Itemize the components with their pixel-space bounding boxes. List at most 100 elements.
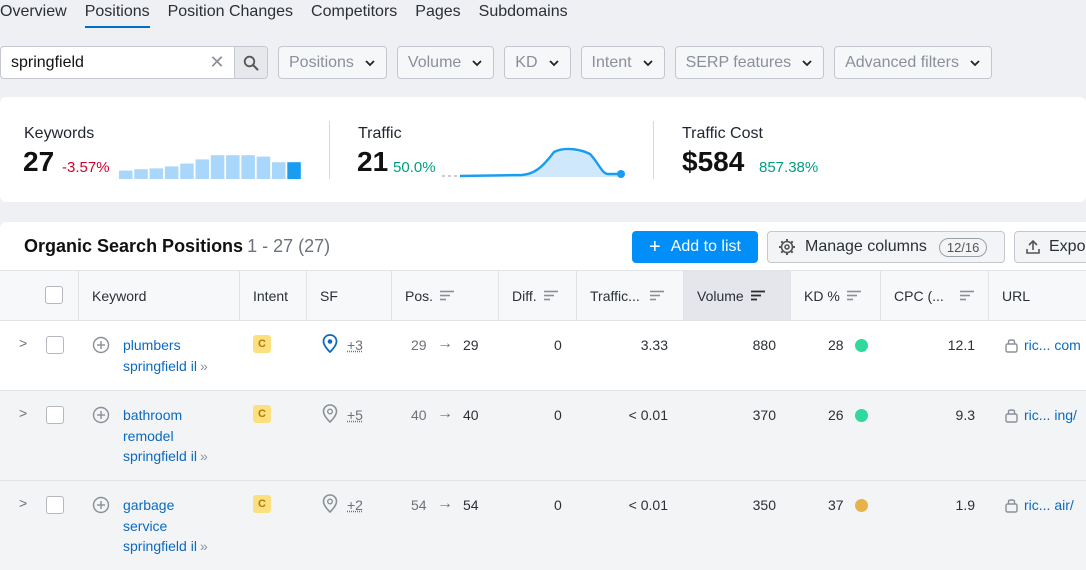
advanced-filters[interactable]: Advanced filters	[834, 46, 992, 79]
expand-row-icon[interactable]: >	[19, 405, 28, 421]
tab-overview[interactable]: Overview	[0, 3, 67, 20]
serp-features-filter-label: SERP features	[685, 53, 792, 71]
expand-row-icon[interactable]: >	[19, 335, 28, 351]
col-diff[interactable]: Diff.	[499, 271, 577, 320]
volume-value: 370	[752, 407, 776, 423]
chevron-down-icon	[642, 59, 653, 66]
sort-icon	[440, 290, 455, 301]
table-header: Keyword Intent SF Pos. Diff. Traffic... …	[0, 270, 1086, 321]
export-label: Expo	[1049, 238, 1086, 255]
col-traffic[interactable]: Traffic...	[577, 271, 684, 320]
clear-icon[interactable]: ✕	[209, 52, 225, 72]
keywords-trend-bar	[241, 155, 255, 179]
manage-columns-button[interactable]: Manage columns 12/16	[767, 231, 1005, 263]
col-volume[interactable]: Volume	[684, 271, 791, 320]
table-row: > garbage service springfield il» C +2 54 …	[0, 481, 1086, 570]
row-checkbox[interactable]	[46, 336, 64, 354]
cpc-value: 1.9	[955, 497, 975, 513]
keyword-search: springfield ✕	[0, 46, 268, 79]
kd-difficulty-dot	[855, 339, 868, 352]
keywords-trend-bar	[134, 169, 148, 179]
position-diff: 0	[554, 337, 562, 353]
keywords-trend-bar	[272, 162, 286, 179]
col-url-label: URL	[1002, 287, 1031, 304]
intent-filter[interactable]: Intent	[580, 46, 665, 79]
kd-value: 28	[828, 337, 844, 353]
tab-competitors[interactable]: Competitors	[311, 3, 398, 20]
local-pack-icon	[322, 334, 338, 353]
keyword-line: springfield il»	[123, 446, 233, 467]
keyword-link[interactable]: plumbers springfield il»	[123, 335, 233, 376]
prev-position: 29	[411, 337, 427, 353]
volume-filter[interactable]: Volume	[396, 46, 495, 79]
col-url[interactable]: URL	[989, 271, 1086, 320]
row-checkbox[interactable]	[46, 406, 64, 424]
keyword-line-text: springfield il	[123, 538, 197, 554]
tab-subdomains[interactable]: Subdomains	[478, 3, 568, 20]
url-link[interactable]: ric... ing/	[1024, 407, 1077, 423]
traffic-delta: 50.0%	[393, 159, 436, 176]
search-input[interactable]: springfield	[11, 54, 84, 71]
add-keyword-icon[interactable]	[92, 336, 110, 354]
row-checkbox[interactable]	[46, 496, 64, 514]
current-position: 40	[463, 407, 479, 423]
keyword-line: remodel	[123, 427, 174, 444]
col-intent[interactable]: Intent	[240, 271, 307, 320]
expand-row-icon[interactable]: >	[19, 495, 28, 511]
keyword-link[interactable]: garbage service springfield il»	[123, 495, 233, 557]
tab-pages[interactable]: Pages	[415, 3, 461, 20]
col-kd[interactable]: KD %	[791, 271, 881, 320]
volume-filter-label: Volume	[407, 53, 462, 71]
manage-columns-label: Manage columns	[805, 238, 927, 255]
col-sf[interactable]: SF	[307, 271, 392, 320]
volume-value: 350	[752, 497, 776, 513]
traffic-value: 21	[357, 146, 389, 177]
gear-icon	[779, 239, 795, 255]
cpc-value: 12.1	[947, 337, 975, 353]
keyword-line-text: springfield il	[123, 448, 197, 464]
prev-position: 54	[411, 497, 427, 513]
intent-badge: C	[253, 405, 271, 423]
add-to-list-button[interactable]: + Add to list	[632, 231, 758, 263]
add-to-list-label: Add to list	[670, 238, 741, 255]
keywords-trend-bar	[164, 166, 179, 179]
tab-positions[interactable]: Positions	[84, 0, 150, 30]
card-title-text: Organic Search Positions	[24, 236, 244, 256]
traffic-value-cell: < 0.01	[628, 497, 668, 513]
add-keyword-icon[interactable]	[92, 406, 110, 424]
volume-value: 880	[752, 337, 776, 353]
add-keyword-icon[interactable]	[92, 496, 110, 514]
export-button[interactable]: Expo	[1014, 231, 1086, 263]
keywords-value: 27	[23, 146, 55, 177]
sort-icon	[846, 290, 861, 301]
col-pos-label: Pos.	[405, 287, 434, 304]
keyword-line: garbage	[123, 497, 175, 513]
serp-features-filter[interactable]: SERP features	[674, 46, 825, 79]
col-diff-label: Diff.	[512, 287, 537, 304]
traffic-trend-chart	[442, 147, 625, 178]
kd-filter[interactable]: KD	[504, 46, 571, 79]
tab-position-changes[interactable]: Position Changes	[167, 3, 294, 20]
sf-more-link[interactable]: +5	[347, 407, 363, 423]
intent-filter-label: Intent	[591, 53, 632, 71]
search-button[interactable]	[234, 47, 267, 78]
col-cpc[interactable]: CPC (...	[881, 271, 989, 320]
positions-filter[interactable]: Positions	[278, 46, 387, 79]
col-pos[interactable]: Pos.	[392, 271, 499, 320]
search-icon	[243, 55, 259, 70]
card-title: Organic Search Positions 1 - 27 (27)	[24, 236, 330, 257]
local-pack-icon	[322, 494, 338, 513]
select-all-checkbox[interactable]	[45, 286, 63, 304]
keyword-link[interactable]: bathroom remodel springfield il»	[123, 405, 233, 467]
lock-icon	[1005, 409, 1018, 423]
sf-more-link[interactable]: +2	[347, 497, 363, 513]
intent-badge: C	[253, 495, 271, 513]
col-keyword[interactable]: Keyword	[78, 271, 240, 320]
url-link[interactable]: ric... air/	[1024, 497, 1074, 513]
sort-icon	[959, 290, 974, 301]
sf-more-link[interactable]: +3	[347, 337, 363, 353]
kd-value: 37	[828, 497, 844, 513]
keywords-trend-bar	[149, 168, 164, 179]
traffic-cost-value: $584	[682, 146, 745, 177]
url-link[interactable]: ric... com	[1024, 337, 1081, 353]
